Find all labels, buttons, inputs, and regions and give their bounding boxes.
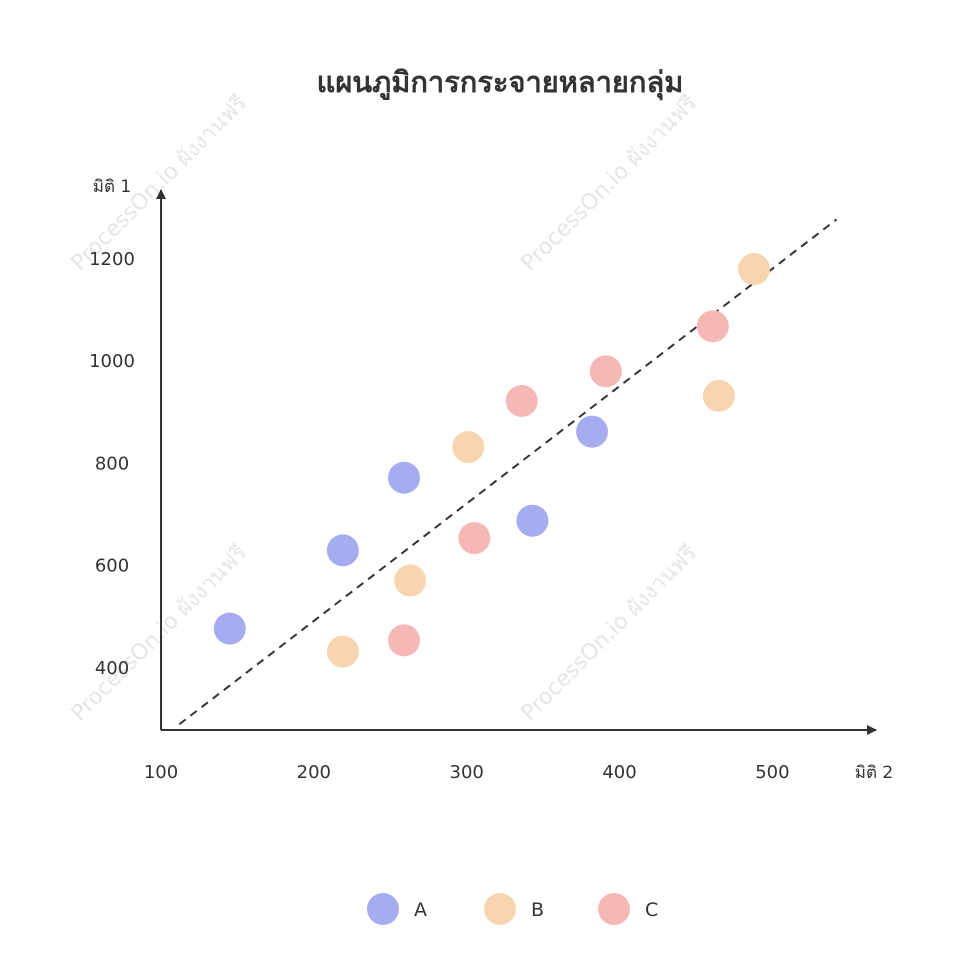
data-point-a <box>576 415 609 448</box>
data-point-b <box>452 431 485 464</box>
trendline-layer <box>178 218 838 726</box>
data-point-b <box>394 564 427 597</box>
y-tick-label: 600 <box>95 556 129 577</box>
legend-label-b: B <box>531 899 544 921</box>
data-point-a <box>326 534 359 567</box>
x-tick-label: 400 <box>602 762 636 783</box>
watermark: ProcessOn.io ผังงานฟรี <box>517 541 703 727</box>
data-point-c <box>696 310 729 343</box>
y-tick-label: 1200 <box>89 249 135 270</box>
legend-swatch-a <box>367 893 399 925</box>
data-point-c <box>505 384 538 417</box>
x-tick-label: 100 <box>144 762 178 783</box>
y-tick-label: 1000 <box>89 351 135 372</box>
data-point-a <box>213 612 246 645</box>
data-point-b <box>738 253 771 286</box>
x-tick-label: 200 <box>297 762 331 783</box>
chart-title: แผนภูมิการกระจายหลายกลุ่ม <box>317 65 684 100</box>
legend-label-c: C <box>645 899 658 921</box>
data-point-c <box>589 355 622 388</box>
data-point-a <box>516 504 549 537</box>
x-axis-label: มิติ 2 <box>855 763 893 783</box>
legend-swatch-b <box>484 893 516 925</box>
data-point-a <box>388 461 421 494</box>
legend-swatch-c <box>598 893 630 925</box>
x-tick-label: 300 <box>450 762 484 783</box>
y-tick-label: 400 <box>95 658 129 679</box>
x-tick-label: 500 <box>755 762 789 783</box>
data-point-c <box>458 522 491 555</box>
x-tick-labels: 100 200 300 400 500 <box>144 762 790 783</box>
trendline <box>178 218 838 726</box>
data-point-b <box>326 635 359 668</box>
legend: A B C <box>367 893 658 925</box>
data-points <box>213 253 771 668</box>
data-point-b <box>702 379 735 412</box>
y-axis-label: มิติ 1 <box>93 177 131 197</box>
y-tick-labels: 400 600 800 1000 1200 <box>89 249 135 679</box>
data-point-c <box>388 624 421 657</box>
y-tick-label: 800 <box>95 453 129 474</box>
watermark: ProcessOn.io ผังงานฟรี <box>517 91 703 277</box>
legend-label-a: A <box>414 899 427 921</box>
